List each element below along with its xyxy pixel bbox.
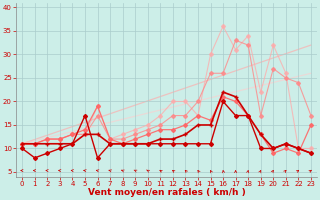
X-axis label: Vent moyen/en rafales ( km/h ): Vent moyen/en rafales ( km/h ) <box>88 188 245 197</box>
